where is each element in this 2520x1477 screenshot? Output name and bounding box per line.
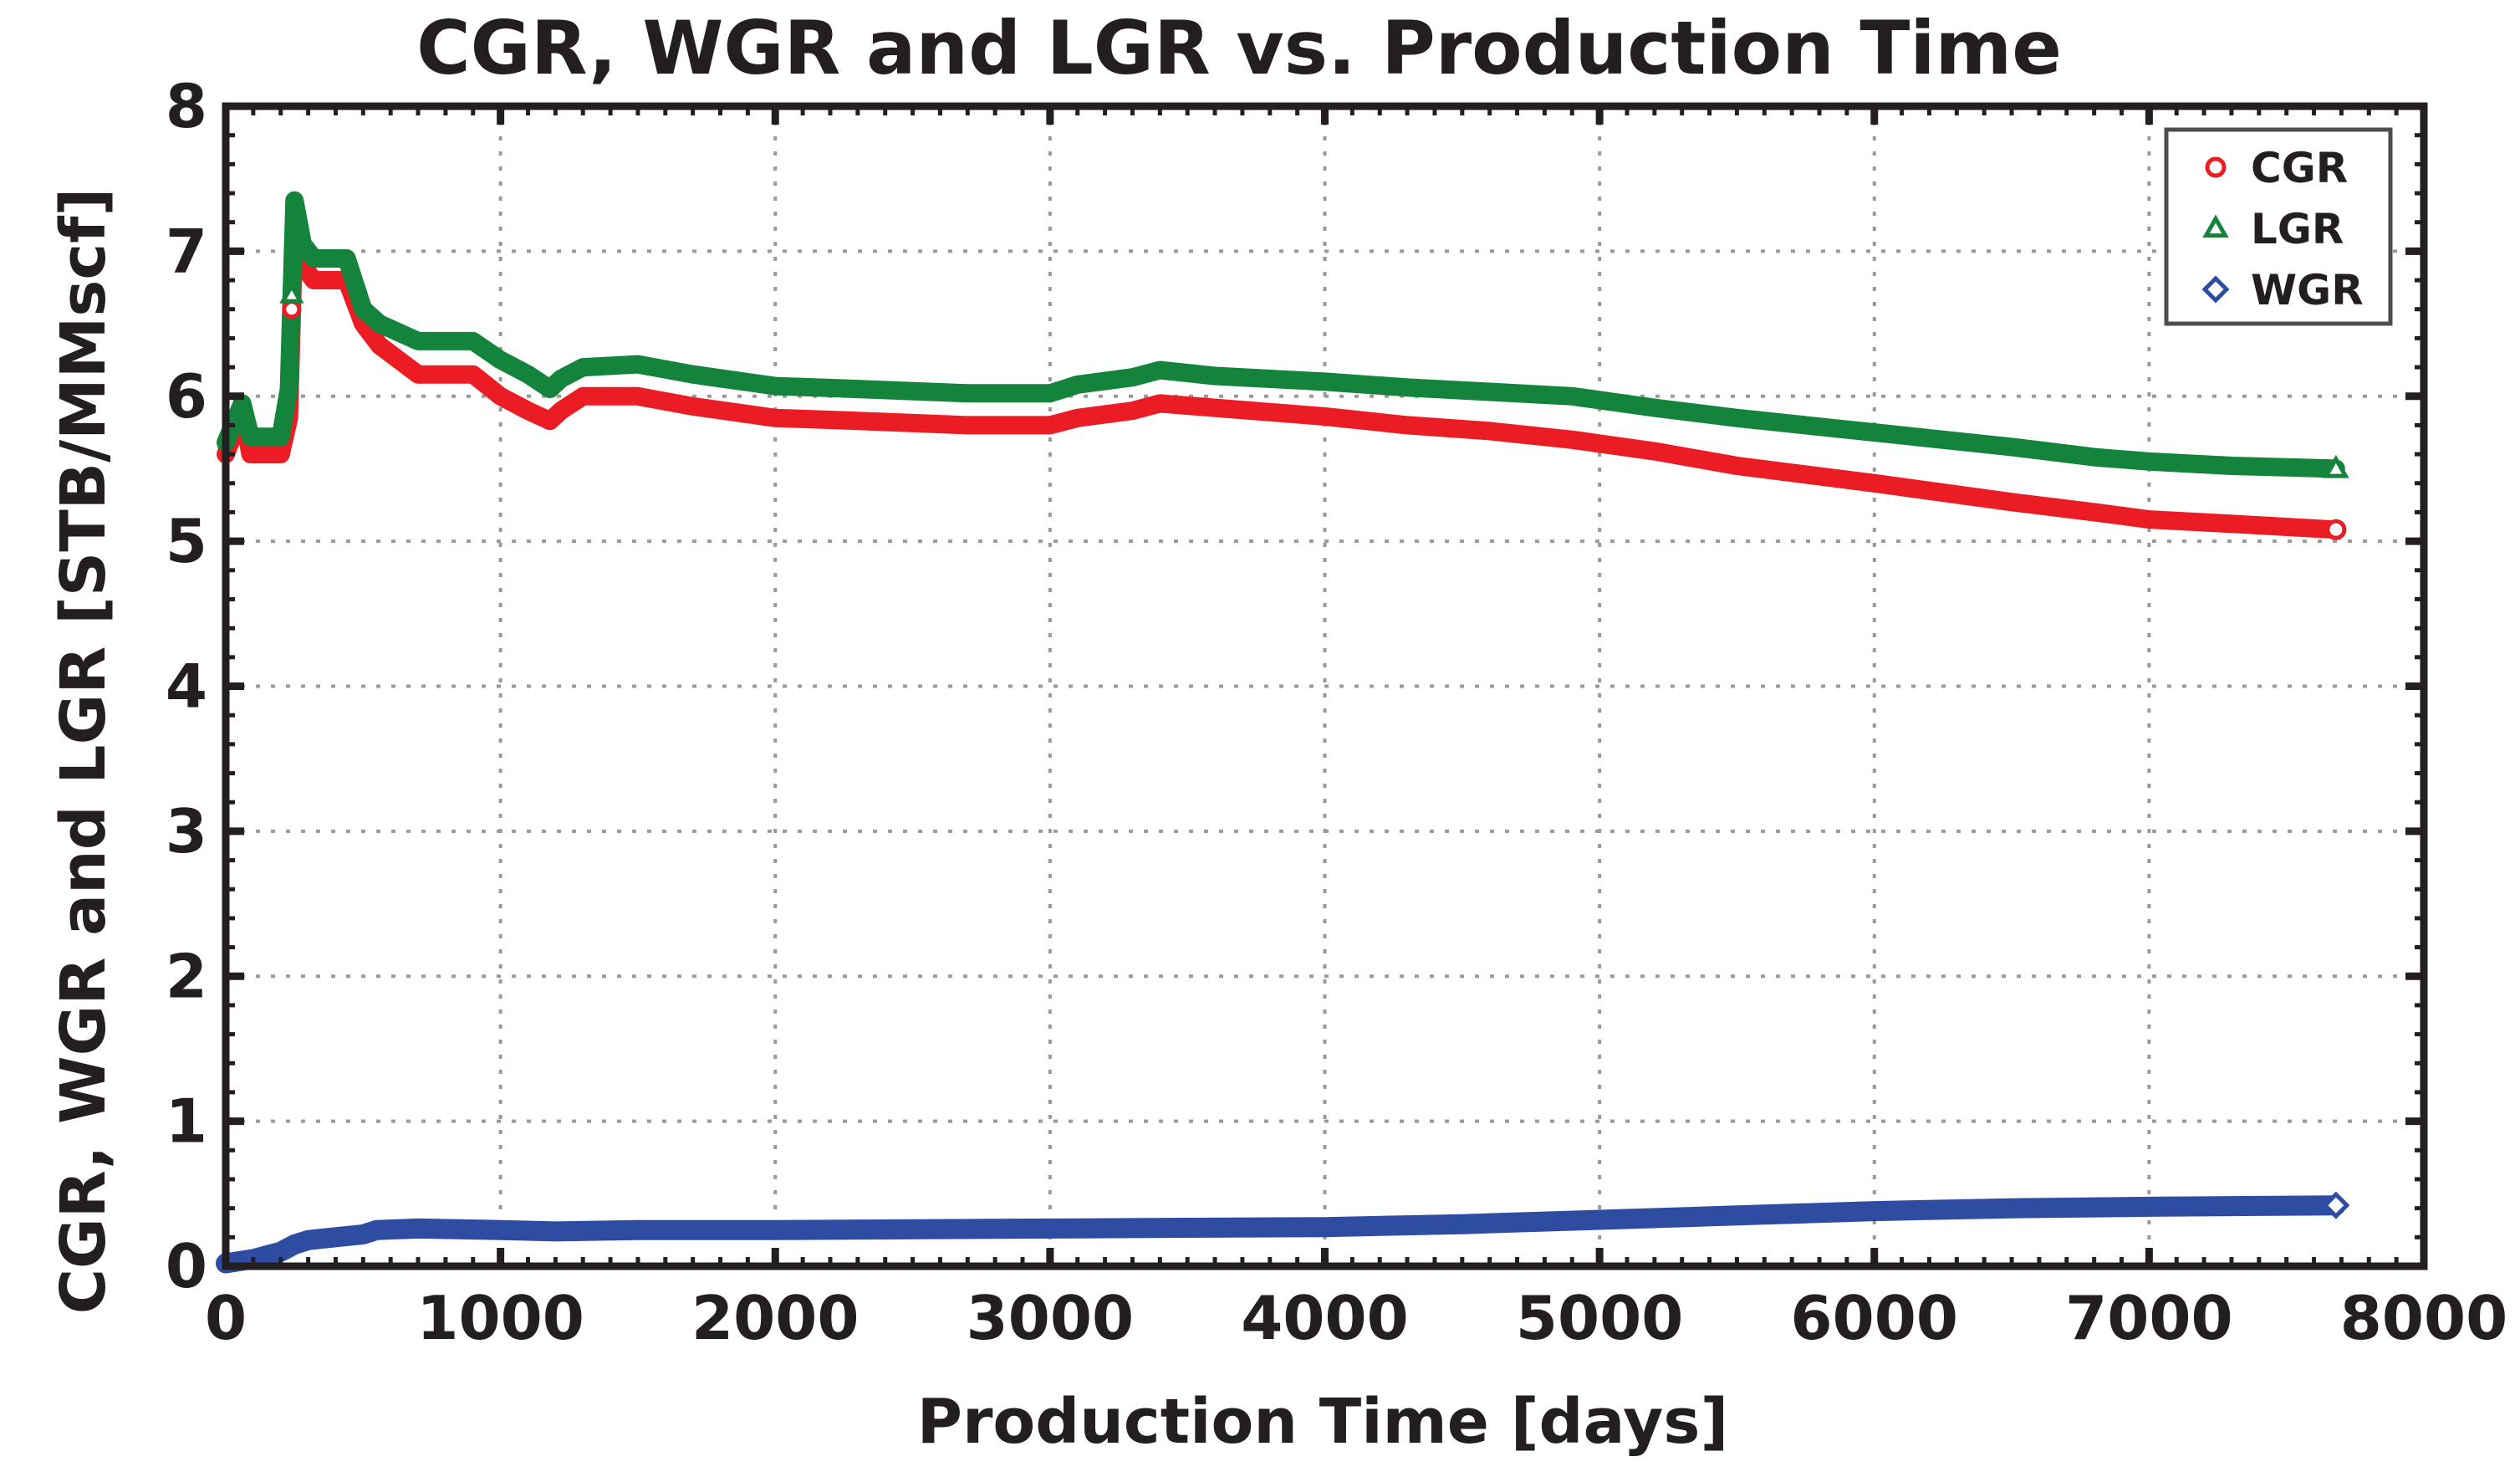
axis-layer: 0 1000 2000 3000 4000 5000 6000 7000 8000 0 1 2 3 4 5 6… — [166, 71, 2507, 1353]
legend-label-cgr: CGR — [2251, 144, 2348, 192]
y-tick-label: 1 — [166, 1086, 207, 1157]
series-endpoint-lgr — [2323, 454, 2349, 478]
legend-box — [2164, 127, 2393, 326]
y-tick-label: 4 — [166, 652, 207, 722]
y-tick-label: 5 — [166, 506, 207, 576]
x-tick-label: 0 — [205, 1283, 247, 1353]
chart-title: CGR, WGR and LGR vs. Production Time — [416, 5, 2062, 91]
x-axis-label: Production Time [days] — [917, 1386, 1729, 1458]
x-tick-label: 8000 — [2340, 1283, 2507, 1353]
series-line-lgr — [217, 191, 2345, 478]
series-layer — [216, 191, 2350, 1274]
x-tick-label: 3000 — [967, 1283, 1134, 1353]
legend-marker-wgr — [2201, 275, 2230, 304]
y-tick-label: 8 — [166, 71, 207, 141]
legend-items: CGR LGR WGR — [2201, 144, 2364, 314]
y-tick-label: 6 — [166, 361, 207, 432]
legend-marker-lgr — [2202, 214, 2229, 238]
grid-layer — [226, 106, 2424, 1266]
y-tick-label: 0 — [166, 1231, 207, 1301]
x-tick-label: 7000 — [2065, 1283, 2232, 1353]
x-tick-label: 1000 — [416, 1283, 584, 1353]
series-endpoint-cgr — [2325, 519, 2347, 540]
y-axis-label: CGR, WGR and LGR [STB/MMscf] — [48, 188, 120, 1315]
lgr-point-marker — [279, 281, 304, 304]
x-tick-label: 2000 — [691, 1283, 859, 1353]
y-tick-label: 2 — [166, 941, 207, 1011]
x-tick-label: 5000 — [1516, 1283, 1683, 1353]
legend: CGR LGR WGR — [2164, 127, 2393, 326]
series-line-wgr — [216, 1195, 2346, 1274]
series-endpoint-wgr — [2322, 1191, 2350, 1219]
legend-label-lgr: LGR — [2251, 205, 2344, 253]
cgr-point-marker — [282, 299, 302, 319]
legend-marker-cgr — [2205, 156, 2227, 178]
x-tick-label: 4000 — [1241, 1283, 1408, 1353]
x-tick-label: 6000 — [1791, 1283, 1958, 1353]
y-tick-label: 7 — [166, 216, 207, 286]
y-tick-label: 3 — [166, 796, 207, 866]
legend-label-wgr: WGR — [2251, 266, 2364, 314]
